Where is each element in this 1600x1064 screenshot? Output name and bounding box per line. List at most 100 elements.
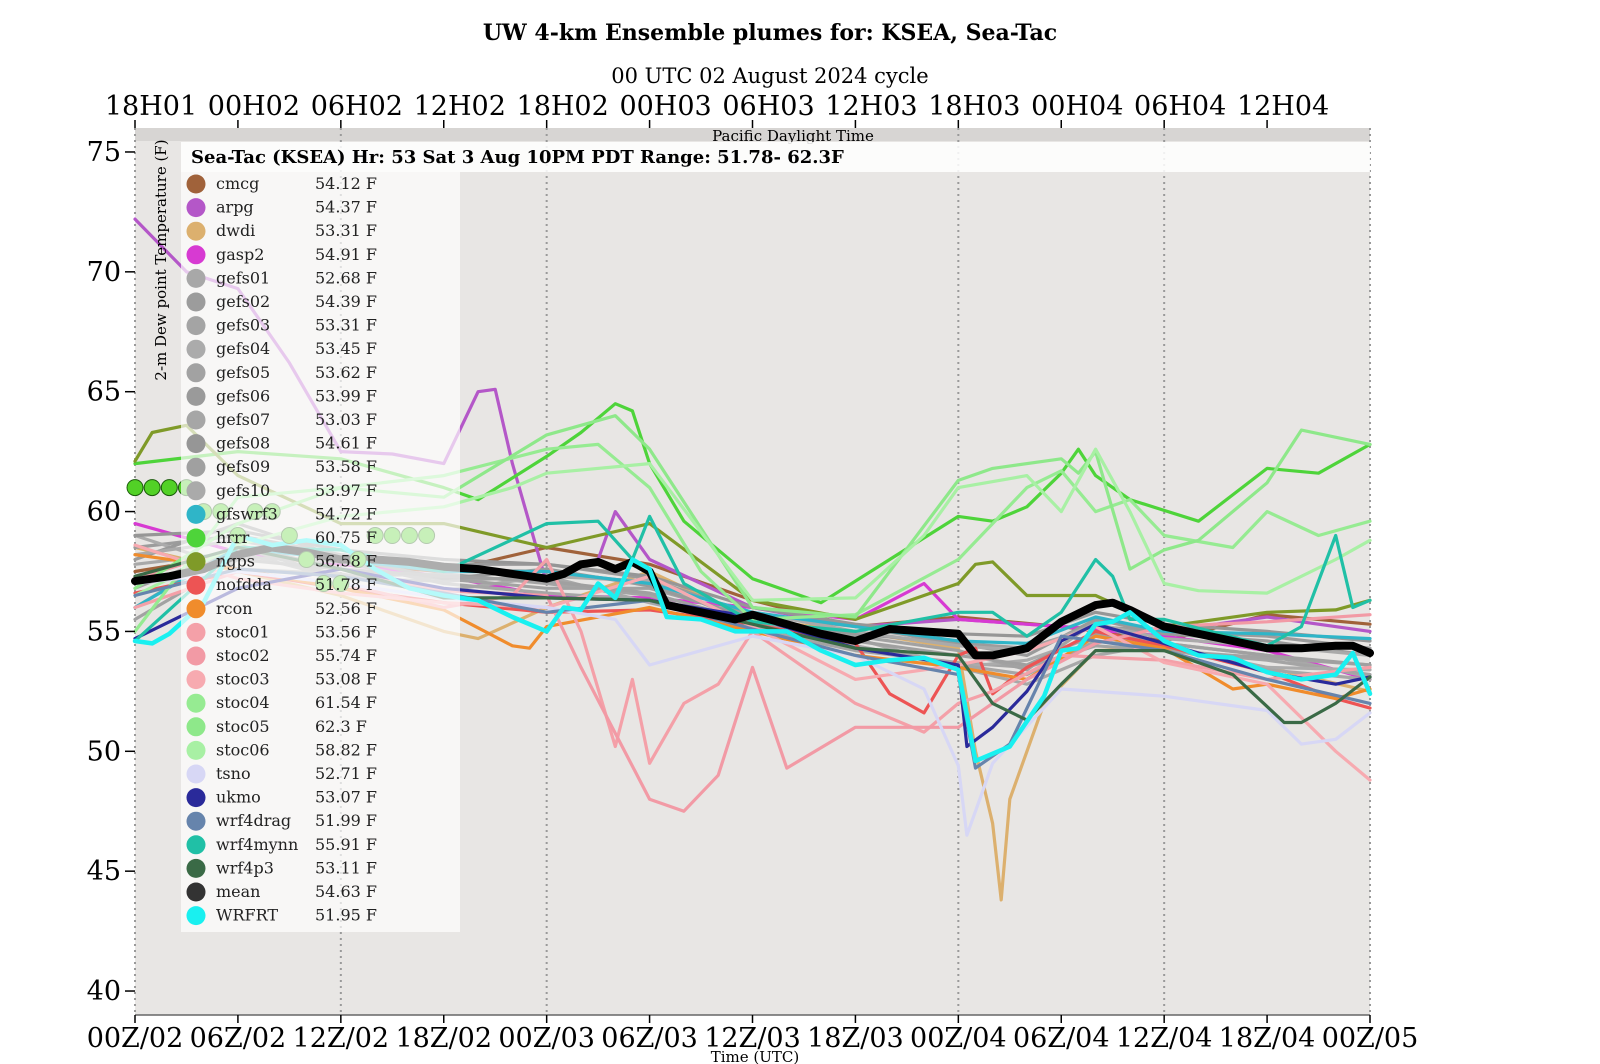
legend-item-mean: mean 54.63 F xyxy=(186,882,377,902)
top-tick-label: 12H03 xyxy=(825,91,917,122)
legend-value: 51.95 F xyxy=(315,906,377,925)
legend-name: stoc06 xyxy=(216,740,270,759)
info-header: Sea-Tac (KSEA) Hr: 53 Sat 3 Aug 10PM PDT… xyxy=(191,147,844,168)
y-axis-label: 2-m Dew point Temperature (F) xyxy=(152,139,170,380)
legend-swatch xyxy=(186,882,206,902)
bottom-tick-label: 12Z/02 xyxy=(293,1023,390,1054)
legend-value: 53.45 F xyxy=(315,339,377,358)
series-line-stoc04 xyxy=(133,442,1372,634)
legend-swatch xyxy=(186,339,206,359)
legend-name: gasp2 xyxy=(216,245,264,264)
legend-name: nofdda xyxy=(216,575,272,594)
legend-value: 53.31 F xyxy=(315,316,377,335)
observation-point xyxy=(143,479,161,497)
bottom-axis: 00Z/02 06Z/02 12Z/02 18Z/02 00Z/03 06Z/03 12Z/… xyxy=(87,1015,1419,1054)
legend-swatch xyxy=(186,670,206,690)
series-line-stoc05 xyxy=(133,414,1372,619)
legend-item-cmcg: cmcg 54.12 F xyxy=(186,174,377,194)
y-tick-label: 40 xyxy=(87,976,121,1007)
legend-item-stoc04: stoc04 61.54 F xyxy=(186,693,377,713)
top-axis-label: Pacific Daylight Time xyxy=(712,127,874,145)
bottom-tick-label: 00Z/02 xyxy=(87,1023,184,1054)
legend-item-gasp2: gasp2 54.91 F xyxy=(186,245,377,265)
legend-name: cmcg xyxy=(216,174,259,193)
legend-item-gefs07: gefs07 53.03 F xyxy=(186,410,377,430)
legend-item-tsno: tsno 52.71 F xyxy=(186,764,377,784)
legend-swatch xyxy=(186,481,206,501)
legend-name: stoc04 xyxy=(216,693,270,712)
top-tick-label: 00H04 xyxy=(1031,91,1123,122)
top-tick-label: 18H02 xyxy=(517,91,609,122)
legend-value: 53.11 F xyxy=(315,858,377,877)
bottom-tick-label: 00Z/03 xyxy=(498,1023,595,1054)
legend-item-ukmo: ukmo 53.07 F xyxy=(186,788,377,808)
legend-swatch xyxy=(186,764,206,784)
legend-name: gefs10 xyxy=(216,481,270,500)
legend-value: 56.58 F xyxy=(315,552,377,571)
legend-name: gfswrf3 xyxy=(216,504,278,523)
top-tick-label: 00H03 xyxy=(619,91,711,122)
legend-value: 51.78 F xyxy=(315,575,377,594)
bottom-tick-label: 18Z/02 xyxy=(395,1023,492,1054)
legend-swatch xyxy=(186,174,206,194)
legend-item-gefs08: gefs08 54.61 F xyxy=(186,434,377,454)
legend-value: 54.12 F xyxy=(315,174,377,193)
legend-swatch xyxy=(186,245,206,265)
legend-item-gefs06: gefs06 53.99 F xyxy=(186,386,377,406)
y-axis: 40 45 50 55 60 65 70 75 xyxy=(87,137,135,1007)
legend-item-nofdda: nofdda 51.78 F xyxy=(186,575,377,595)
legend-item-stoc01: stoc01 53.56 F xyxy=(186,622,377,642)
top-tick-label: 12H02 xyxy=(414,91,506,122)
legend-swatch xyxy=(186,316,206,336)
legend-name: wrf4mynn xyxy=(216,835,298,854)
legend-name: WRFRT xyxy=(216,906,278,925)
legend-item-stoc05: stoc05 62.3 F xyxy=(186,717,367,737)
top-tick-label: 00H02 xyxy=(208,91,300,122)
legend-item-wrfrt: WRFRT 51.95 F xyxy=(186,906,377,926)
legend-item-dwdi: dwdi 53.31 F xyxy=(186,221,377,241)
header-band xyxy=(135,128,1370,141)
legend-name: stoc03 xyxy=(216,670,270,689)
legend-name: arpg xyxy=(216,198,254,217)
legend-item-gefs09: gefs09 53.58 F xyxy=(186,457,377,477)
legend-swatch xyxy=(186,646,206,666)
legend-name: gefs04 xyxy=(216,339,270,358)
legend-name: ukmo xyxy=(216,788,261,807)
legend-value: 52.68 F xyxy=(315,268,377,287)
legend-name: stoc01 xyxy=(216,622,270,641)
bottom-tick-label: 00Z/05 xyxy=(1322,1023,1419,1054)
legend-item-stoc03: stoc03 53.08 F xyxy=(186,670,377,690)
legend-item-gefs01: gefs01 52.68 F xyxy=(186,268,377,288)
legend-name: gefs01 xyxy=(216,268,270,287)
legend-item-gefs02: gefs02 54.39 F xyxy=(186,292,377,312)
legend-swatch xyxy=(186,221,206,241)
legend-name: stoc02 xyxy=(216,646,270,665)
legend-name: gefs09 xyxy=(216,457,270,476)
legend-name: hrrr xyxy=(216,528,250,547)
y-tick-label: 75 xyxy=(87,137,121,168)
legend-name: rcon xyxy=(216,599,253,618)
legend-item-arpg: arpg 54.37 F xyxy=(186,198,377,218)
legend-swatch xyxy=(186,528,206,548)
legend-name: stoc05 xyxy=(216,717,270,736)
bottom-tick-label: 12Z/03 xyxy=(704,1023,801,1054)
top-tick-label: 18H01 xyxy=(105,91,197,122)
legend-swatch xyxy=(186,410,206,430)
legend-value: 60.75 F xyxy=(315,528,377,547)
legend-value: 58.82 F xyxy=(315,740,377,759)
legend-name: dwdi xyxy=(216,221,255,240)
bottom-tick-label: 00Z/04 xyxy=(910,1023,1007,1054)
legend-swatch xyxy=(186,268,206,288)
observation-point xyxy=(160,479,178,497)
legend-item-wrf4mynn: wrf4mynn 55.91 F xyxy=(186,835,377,855)
legend-value: 53.97 F xyxy=(315,481,377,500)
legend-swatch xyxy=(186,504,206,524)
legend-value: 54.63 F xyxy=(315,882,377,901)
legend-swatch xyxy=(186,622,206,642)
bottom-tick-label: 06Z/04 xyxy=(1013,1023,1110,1054)
top-tick-label: 12H04 xyxy=(1237,91,1329,122)
legend-swatch xyxy=(186,386,206,406)
legend-name: gefs07 xyxy=(216,410,270,429)
legend-swatch xyxy=(186,363,206,383)
bottom-tick-label: 06Z/02 xyxy=(190,1023,287,1054)
